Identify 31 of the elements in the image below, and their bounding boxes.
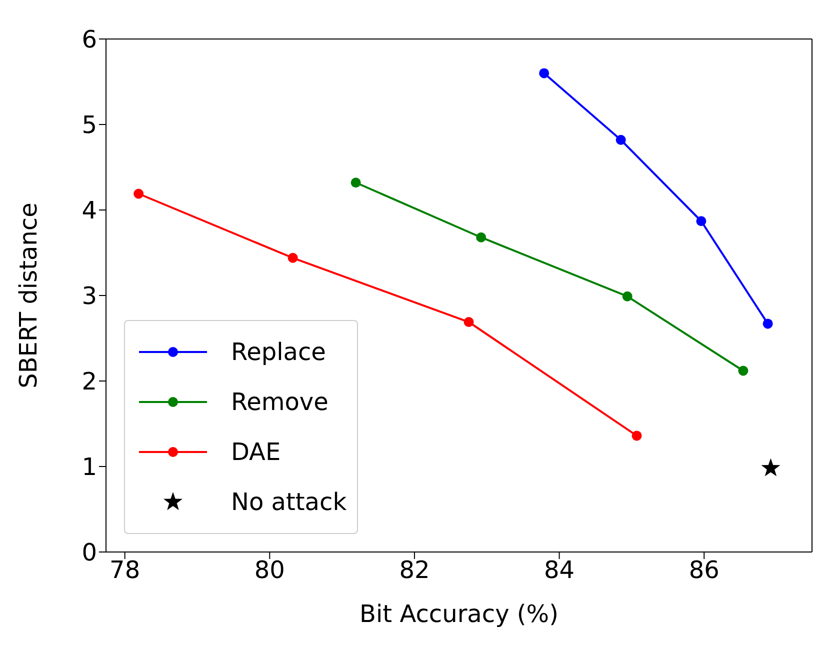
legend-label: No attack <box>231 488 347 516</box>
point <box>134 188 144 199</box>
y-tick-label: 6 <box>82 26 97 54</box>
point <box>464 317 474 328</box>
y-tick-label: 1 <box>82 453 97 482</box>
point <box>350 178 361 188</box>
point <box>476 232 486 242</box>
point <box>761 458 780 476</box>
x-tick-label: 82 <box>399 556 430 584</box>
y-tick-label: 4 <box>82 196 97 225</box>
point <box>288 252 298 263</box>
y-tick-label: 3 <box>82 282 97 310</box>
x-tick-label: 84 <box>544 556 575 584</box>
y-tick-label: 0 <box>82 538 97 567</box>
point <box>696 216 706 226</box>
x-tick-label: 78 <box>110 556 140 584</box>
x-tick-label: 86 <box>688 556 720 584</box>
x-axis-title: Bit Accuracy (%) <box>360 600 558 628</box>
point <box>539 68 550 78</box>
y-tick-label: 5 <box>82 111 97 140</box>
legend-label: Remove <box>231 388 328 416</box>
y-axis-title: SBERT distance <box>14 202 43 388</box>
x-tick-label: 80 <box>254 556 285 584</box>
point <box>738 366 748 376</box>
point <box>622 291 632 302</box>
y-tick-label: 2 <box>82 368 97 396</box>
point <box>616 134 626 145</box>
legend-label: Replace <box>231 338 326 366</box>
legend-label: DAE <box>231 438 281 466</box>
point <box>762 318 773 329</box>
point <box>632 430 642 441</box>
